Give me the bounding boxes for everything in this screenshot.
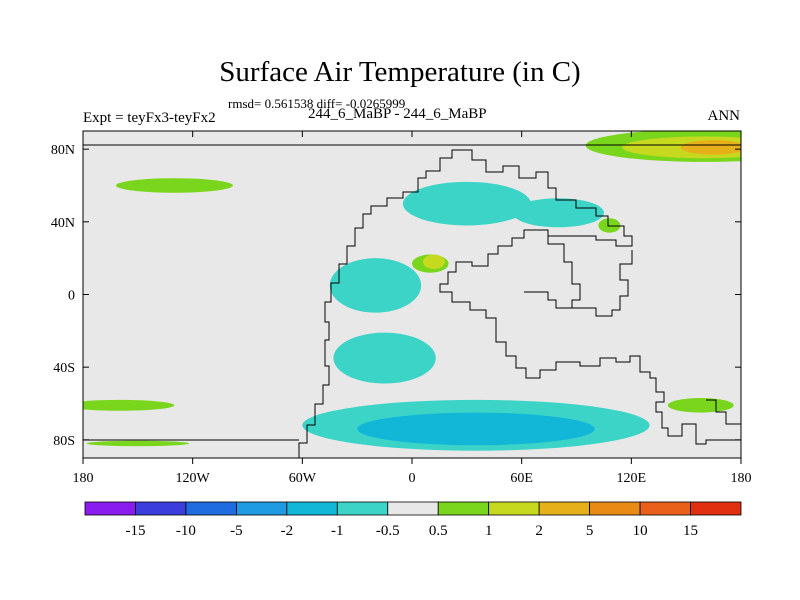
experiment-label: Expt = teyFx3-teyFx2	[83, 110, 216, 126]
colorbar-label: -15	[125, 523, 145, 539]
x-tick-label: 120W	[176, 471, 211, 486]
x-axis: 180 120W 60W 0 60E 120E 180	[73, 131, 752, 486]
colorbar-label: -0.5	[376, 523, 400, 539]
x-tick-label: 60W	[289, 471, 317, 486]
colorbar-swatch	[235, 501, 288, 516]
y-tick-label: 80N	[51, 143, 75, 158]
colorbar-swatch	[84, 501, 136, 516]
field-region-8	[357, 412, 595, 446]
colorbar: -15 -10 -5 -2 -1 -0.5 0.5 1 2 5 10 15	[84, 501, 742, 539]
stats-subtitle: rmsd= 0.561538 diff= -0.0265999	[228, 96, 406, 111]
y-tick-label: 80S	[53, 434, 75, 449]
colorbar-swatch	[135, 501, 187, 516]
colorbar-swatch	[690, 501, 742, 516]
field-regions	[83, 131, 741, 451]
colorbar-label: 0.5	[429, 523, 448, 539]
field-region-10	[333, 332, 436, 384]
colorbar-label: 1	[485, 523, 493, 539]
colorbar-swatch	[589, 501, 641, 516]
field-region-5	[667, 398, 734, 413]
colorbar-label: -2	[281, 523, 294, 539]
field-region-14	[422, 254, 445, 270]
field-region-3	[115, 178, 233, 193]
field-region-9	[329, 258, 422, 313]
y-tick-label: 0	[68, 289, 75, 304]
x-tick-label: 180	[731, 471, 752, 486]
coastline-4	[706, 399, 741, 425]
colorbar-swatch	[538, 501, 591, 516]
continent-outline	[83, 144, 741, 458]
colorbar-swatch	[437, 501, 490, 516]
field-region-6	[86, 440, 190, 447]
colorbar-swatch	[387, 501, 439, 516]
colorbar-label: -5	[230, 523, 243, 539]
field-region-12	[512, 198, 604, 228]
x-tick-label: 0	[409, 471, 416, 486]
coastline-1	[547, 236, 633, 317]
x-tick-label: 60E	[510, 471, 533, 486]
chart-title: Surface Air Temperature (in C)	[219, 56, 581, 88]
y-axis: 80N 40N 0 40S 80S	[51, 143, 741, 449]
field-region-2	[680, 140, 741, 155]
colorbar-swatch	[336, 501, 389, 516]
colorbar-label: 2	[535, 523, 543, 539]
colorbar-swatch	[488, 501, 540, 516]
coastline-0	[298, 149, 741, 458]
y-tick-label: 40N	[51, 216, 75, 231]
period-label: 244_6_MaBP - 244_6_MaBP	[308, 106, 487, 122]
colorbar-swatch	[286, 501, 338, 516]
colorbar-label: 10	[633, 523, 648, 539]
x-tick-label: 180	[73, 471, 94, 486]
colorbar-label: -1	[331, 523, 344, 539]
colorbar-label: 5	[586, 523, 594, 539]
y-tick-label: 40S	[53, 361, 75, 376]
field-region-11	[402, 181, 531, 226]
season-label: ANN	[707, 108, 741, 124]
field-region-15	[598, 218, 621, 233]
x-tick-label: 120E	[617, 471, 647, 486]
colorbar-label: 15	[683, 523, 698, 539]
field-region-4	[83, 399, 175, 411]
colorbar-swatch	[639, 501, 691, 516]
colorbar-swatch	[185, 501, 237, 516]
coastline-2	[524, 291, 572, 309]
colorbar-label: -10	[176, 523, 196, 539]
